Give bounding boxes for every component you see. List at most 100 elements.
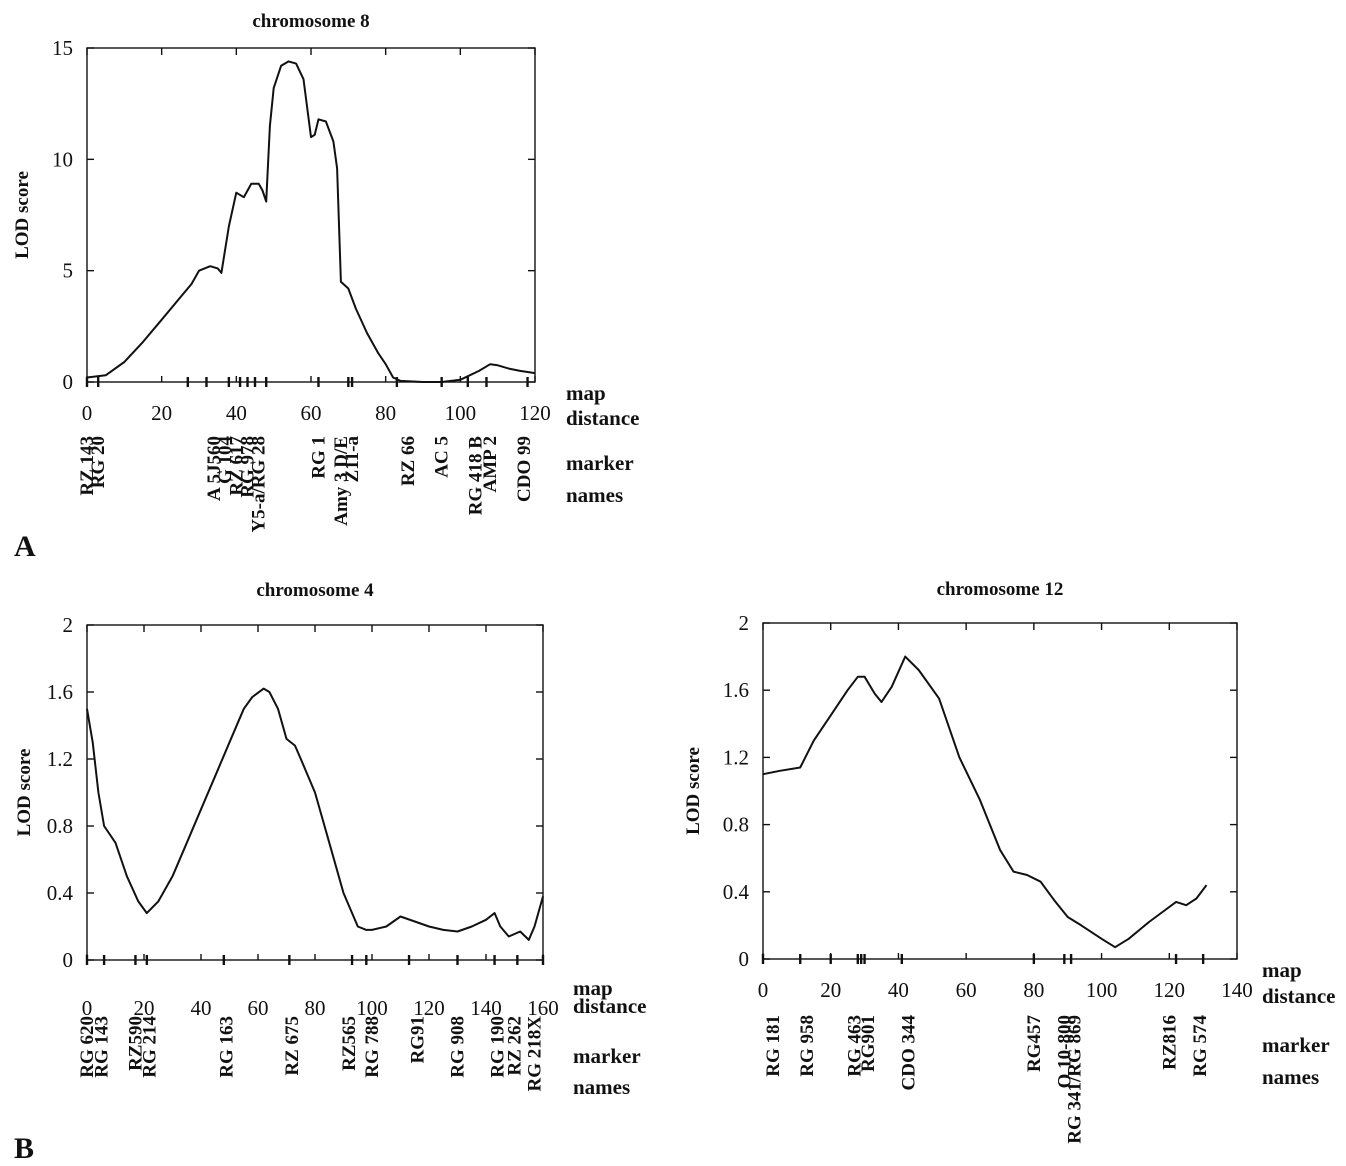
marker-name: RG901 [858,1015,879,1072]
marker-name: AMP 2 [480,436,501,492]
chart-1: chromosome 8 0 5 10 15 0 20 40 60 80 100 120 LOD sco… [12,11,640,533]
lod-curve [762,655,1208,949]
marker-name: RG 20 [88,436,109,488]
marker-name: RG 620 [77,1016,98,1078]
x-tick-label: 0 [82,996,93,1020]
x-tick-label: 40 [888,978,909,1002]
marker-name: RZ816 [1159,1015,1180,1070]
marker-name: RG 163 [217,1016,238,1078]
marker-name: RG 190 [487,1016,508,1078]
marker-name: RG 978 [238,436,259,498]
marker-name: G 104 [215,436,236,485]
x-tick-label: 0 [82,401,93,425]
marker-name: A 5J560 [204,436,225,501]
x-tick-label: 60 [301,401,322,425]
chart-2: chromosome 400.40.81.21.620 20 40 60 80 100 12… [14,580,647,1099]
x-tick-label: 100 [445,401,477,425]
y-tick-label: 2 [739,611,750,635]
y-axis-label: LOD score [683,747,704,835]
marker-name: RZ565 [339,1016,360,1071]
marker-name: AC 5 [432,436,453,478]
x-axis-label-line1: map [566,381,606,405]
marker-label-line2: names [1262,1065,1319,1089]
y-tick-label: 5 [63,259,74,283]
x-tick-label: 0 [758,978,769,1002]
x-tick-label: 80 [375,401,396,425]
x-tick-label: 80 [1023,978,1044,1002]
panel-label-a: A [14,530,36,563]
x-tick-label: 80 [305,996,326,1020]
marker-name: RZ 617 [226,436,247,496]
lod-curve [86,687,544,941]
y-tick-label: 10 [52,147,73,171]
y-tick-label: 2 [63,613,74,637]
x-tick-label: 40 [191,996,212,1020]
marker-name: RG 418 B [465,436,486,516]
marker-name: RG 958 [797,1015,818,1077]
marker-label-line2: names [573,1075,630,1099]
marker-label-line1: marker [1262,1033,1330,1057]
marker-name: RG 341/RG 869 [1064,1015,1085,1144]
marker-name: RG91 [408,1016,429,1064]
marker-label-line1: marker [566,451,634,475]
x-tick-label: 120 [519,401,551,425]
x-tick-label: 40 [226,401,247,425]
x-tick-label: 140 [470,996,502,1020]
y-tick-label: 0.8 [47,814,73,838]
x-axis-label-line1: map [1262,958,1302,982]
marker-name: RG 574 [1190,1015,1211,1077]
chart-title: chromosome 4 [256,580,374,601]
marker-label-line2: names [566,483,623,507]
x-tick-label: 100 [356,996,388,1020]
y-tick-label: 1.6 [723,678,749,702]
marker-name: RG 1 [308,436,329,479]
marker-name: RG 788 [362,1016,383,1078]
panel-label-b: B [14,1132,35,1165]
marker-label-line1: marker [573,1044,641,1068]
marker-name: RG457 [1024,1015,1045,1073]
y-tick-label: 1.2 [47,747,73,771]
marker-name: RG 218X [524,1016,545,1092]
marker-name: RG 143 [91,1016,112,1078]
y-tick-label: 0.8 [723,813,749,837]
marker-name: RZ590 [125,1016,146,1071]
marker-name: Z11-a [342,436,363,483]
marker-name: RG 181 [763,1015,784,1077]
y-tick-label: 0 [63,948,74,972]
marker-name: RG 908 [448,1016,469,1078]
y-axis-label: LOD score [14,749,35,837]
x-axis-label-line2: distance [566,406,640,430]
x-tick-label: 20 [134,996,155,1020]
x-tick-label: 100 [1086,978,1118,1002]
plot-frame [762,622,1238,960]
x-tick-label: 120 [413,996,445,1020]
marker-name: RG 214 [140,1016,161,1078]
y-tick-label: 15 [52,36,73,60]
marker-name: RZ 262 [505,1016,526,1076]
y-tick-label: 0.4 [47,881,74,905]
plot-frame [86,47,536,383]
x-tick-label: 60 [956,978,977,1002]
y-tick-label: 0.4 [723,880,750,904]
y-tick-label: 0 [63,370,74,394]
marker-name: RZ 675 [282,1016,303,1076]
x-tick-label: 60 [248,996,269,1020]
y-tick-label: 1.6 [47,680,73,704]
marker-name: RZ 66 [398,436,419,486]
lod-curve [86,60,536,383]
marker-name: Amy 3 D/E [331,436,352,526]
y-tick-label: 1.2 [723,745,749,769]
marker-name: Y5-a/RG 28 [249,436,270,533]
x-axis-label-line2: distance [1262,984,1336,1008]
x-tick-label: 20 [820,978,841,1002]
marker-name: RG 463 [844,1015,865,1077]
x-tick-label: 120 [1154,978,1186,1002]
x-axis-label-line2: distance [573,994,647,1018]
y-axis-label: LOD score [12,171,33,259]
x-axis-label-line1: map [573,976,613,1000]
x-tick-label: 20 [151,401,172,425]
x-tick-label: 160 [527,996,559,1020]
marker-name: O 10-800 [1054,1015,1075,1088]
